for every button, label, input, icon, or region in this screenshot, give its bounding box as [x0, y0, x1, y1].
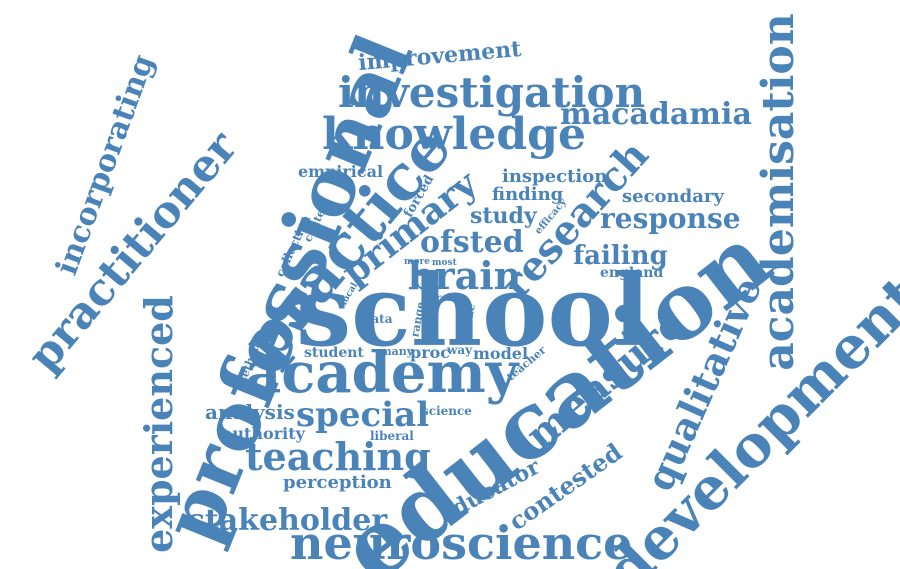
word-knowledge: knowledge [322, 109, 586, 160]
word-school: school [296, 254, 651, 369]
word-england: england [600, 265, 664, 281]
word-study: study [470, 203, 537, 229]
word-inspection: inspection [502, 166, 608, 187]
word-many: many [380, 345, 414, 358]
word-empirical: empirical [298, 162, 384, 181]
word-way: way [447, 343, 473, 357]
word-perception: perception [283, 472, 392, 493]
word-analysis: analysis [205, 400, 295, 424]
word-student: student [304, 345, 364, 361]
word-stakeholder: stakeholder [188, 503, 388, 538]
word-macadamia: macadamia [560, 97, 752, 132]
word-role: role [436, 293, 459, 304]
word-special: special [296, 395, 430, 435]
word-academy: academy [245, 340, 519, 406]
word-academisation: academisation [752, 13, 804, 371]
word-neuroscience: neuroscience [290, 516, 633, 569]
word-ofsted: ofsted [420, 225, 524, 260]
word-teaching: teaching [245, 434, 431, 479]
word-failing: failing [573, 241, 668, 271]
word-brain: brain [408, 253, 522, 298]
word-liberal: liberal [370, 429, 414, 443]
word-experienced: experienced [135, 295, 181, 553]
word-authority: authority [222, 424, 305, 443]
word-science: science [422, 404, 472, 418]
word-data: data [363, 312, 393, 326]
word-secondary: secondary [622, 186, 724, 207]
word-most: most [432, 258, 457, 268]
word-investigation: investigation [338, 68, 646, 117]
word-response: response [600, 202, 741, 235]
word-finding: finding [492, 184, 564, 205]
word-model: model [473, 344, 529, 363]
word-proc: proc [410, 343, 451, 362]
word-more: more [404, 257, 430, 267]
